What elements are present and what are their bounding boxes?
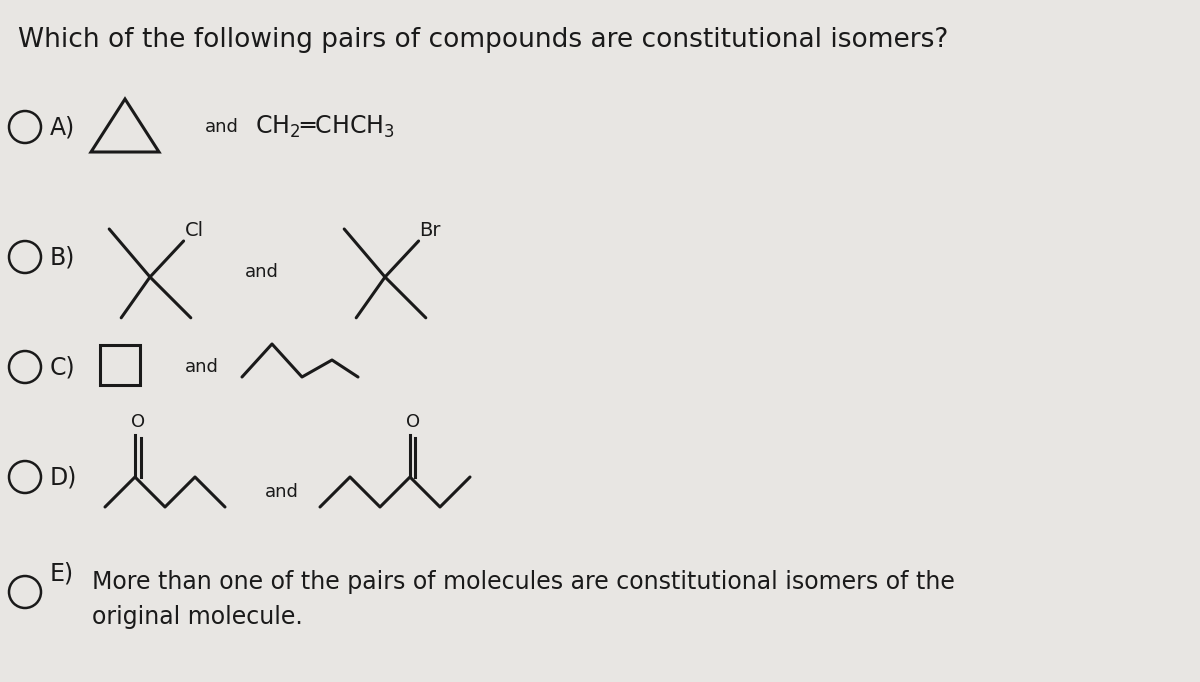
Text: CH$_2$═CHCH$_3$: CH$_2$═CHCH$_3$ (254, 114, 395, 140)
Text: and: and (205, 118, 239, 136)
Text: O: O (131, 413, 145, 431)
Text: Br: Br (420, 220, 442, 239)
Text: B): B) (50, 245, 76, 269)
Text: Cl: Cl (185, 220, 204, 239)
Text: C): C) (50, 355, 76, 379)
Text: Which of the following pairs of compounds are constitutional isomers?: Which of the following pairs of compound… (18, 27, 948, 53)
Text: and: and (265, 483, 299, 501)
Text: A): A) (50, 115, 76, 139)
Text: O: O (406, 413, 420, 431)
Text: More than one of the pairs of molecules are constitutional isomers of the
origin: More than one of the pairs of molecules … (92, 570, 955, 629)
Text: E): E) (50, 562, 74, 586)
Text: and: and (185, 358, 218, 376)
Text: and: and (245, 263, 278, 281)
Text: D): D) (50, 465, 77, 489)
